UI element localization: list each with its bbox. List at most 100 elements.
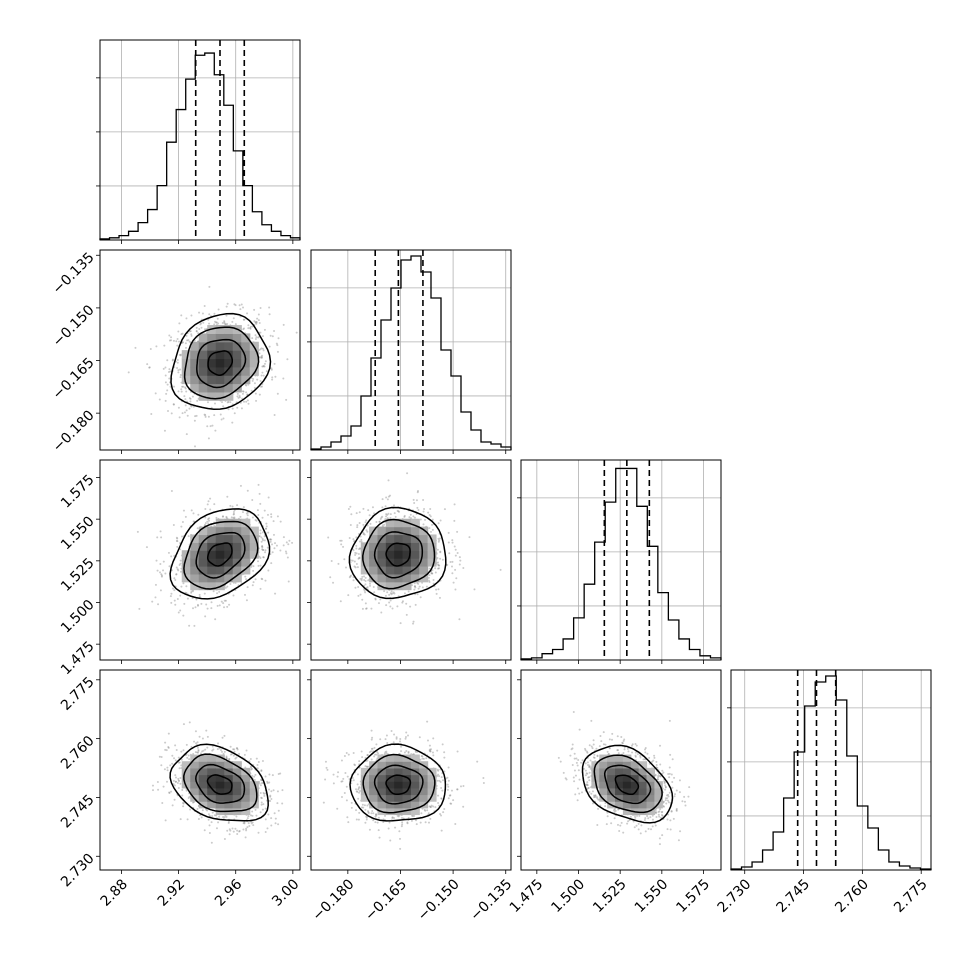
sample-point [352, 579, 355, 582]
sample-point [273, 413, 276, 416]
sample-point [429, 530, 432, 533]
sample-point [231, 505, 234, 508]
sample-point [176, 568, 179, 571]
sample-point [177, 390, 180, 393]
sample-point [355, 788, 358, 791]
sample-point [419, 518, 422, 521]
sample-point [176, 344, 179, 347]
sample-point [196, 603, 199, 606]
panel-background [311, 250, 511, 450]
sample-point [193, 419, 196, 422]
sample-point [219, 413, 222, 416]
contour-2 [183, 326, 260, 400]
sample-point [181, 332, 184, 335]
sample-point [182, 509, 185, 512]
sample-point [176, 545, 179, 548]
sample-point [451, 541, 454, 544]
sample-point [259, 532, 262, 535]
sample-point [274, 592, 277, 595]
sample-point [175, 536, 178, 539]
density-bin [241, 366, 251, 376]
sample-point [162, 367, 165, 370]
sample-point [208, 519, 211, 522]
density-bin [241, 375, 251, 385]
sample-point [195, 598, 198, 601]
sample-point [234, 323, 237, 326]
sample-point [247, 383, 250, 386]
sample-point [221, 736, 224, 739]
sample-point [260, 769, 263, 772]
sample-point [228, 757, 231, 760]
sample-point [227, 400, 230, 403]
sample-point [256, 317, 259, 320]
sample-point [223, 322, 226, 325]
density-bin [215, 350, 225, 360]
sample-point [206, 503, 209, 506]
sample-point [243, 753, 246, 756]
sample-point [250, 389, 253, 392]
sample-point [273, 542, 276, 545]
sample-point [217, 821, 220, 824]
sample-point [437, 522, 440, 525]
sample-point [180, 390, 183, 393]
sample-point [458, 618, 461, 621]
sample-point [213, 402, 216, 405]
sample-point [332, 782, 335, 785]
sample-point [340, 543, 343, 546]
sample-point [228, 603, 231, 606]
density-bin [181, 375, 191, 385]
sample-point [229, 401, 232, 404]
sample-point [181, 385, 184, 388]
sample-point [265, 370, 268, 373]
sample-point [270, 790, 273, 793]
sample-point [352, 538, 355, 541]
density-bin [241, 542, 251, 551]
sample-point [431, 518, 434, 521]
density-bin [190, 341, 200, 351]
sample-point [260, 779, 263, 782]
sample-point [242, 390, 245, 393]
sample-point [258, 393, 261, 396]
sample-point [194, 415, 197, 418]
sample-point [453, 519, 456, 522]
sample-point [216, 317, 219, 320]
sample-point [236, 395, 239, 398]
sample-point [173, 589, 176, 592]
sample-point [237, 396, 240, 399]
sample-point [255, 757, 258, 760]
sample-point [168, 565, 171, 568]
sample-point [424, 518, 427, 521]
sample-point [262, 364, 265, 367]
sample-point [238, 394, 241, 397]
sample-point [223, 837, 226, 840]
sample-point [349, 574, 352, 577]
density-bin [224, 794, 234, 802]
density-bin [215, 534, 225, 543]
sample-point [388, 593, 391, 596]
sample-point [453, 545, 456, 548]
sample-point [405, 613, 408, 616]
sample-point [261, 549, 264, 552]
sample-point [187, 339, 190, 342]
sample-point [159, 589, 162, 592]
sample-point [163, 429, 166, 432]
sample-point [448, 552, 451, 555]
density-bin [427, 542, 437, 551]
sample-point [218, 604, 221, 607]
sample-point [356, 524, 359, 527]
sample-point [195, 330, 198, 333]
sample-point [389, 513, 392, 516]
sample-point [391, 607, 394, 610]
sample-point [356, 526, 359, 529]
density-bin [224, 325, 234, 335]
sample-point [236, 748, 239, 751]
sample-point [251, 499, 254, 502]
sample-point [245, 391, 248, 394]
sample-point [200, 602, 203, 605]
sample-point [257, 560, 260, 563]
sample-point [260, 540, 263, 543]
sample-point [243, 400, 246, 403]
sample-point [259, 385, 262, 388]
sample-point [181, 341, 184, 344]
sample-point [177, 756, 180, 759]
